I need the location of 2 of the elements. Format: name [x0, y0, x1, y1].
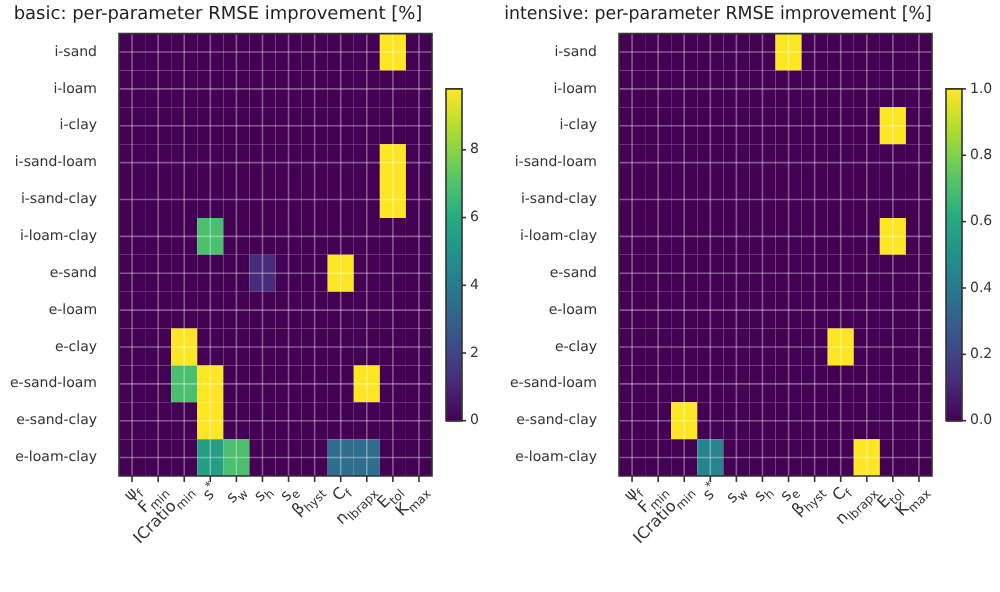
- chart-title: intensive: per-parameter RMSE improvement [%]: [504, 5, 932, 26]
- chart-title: basic: per-parameter RMSE improvement [%]: [13, 5, 423, 26]
